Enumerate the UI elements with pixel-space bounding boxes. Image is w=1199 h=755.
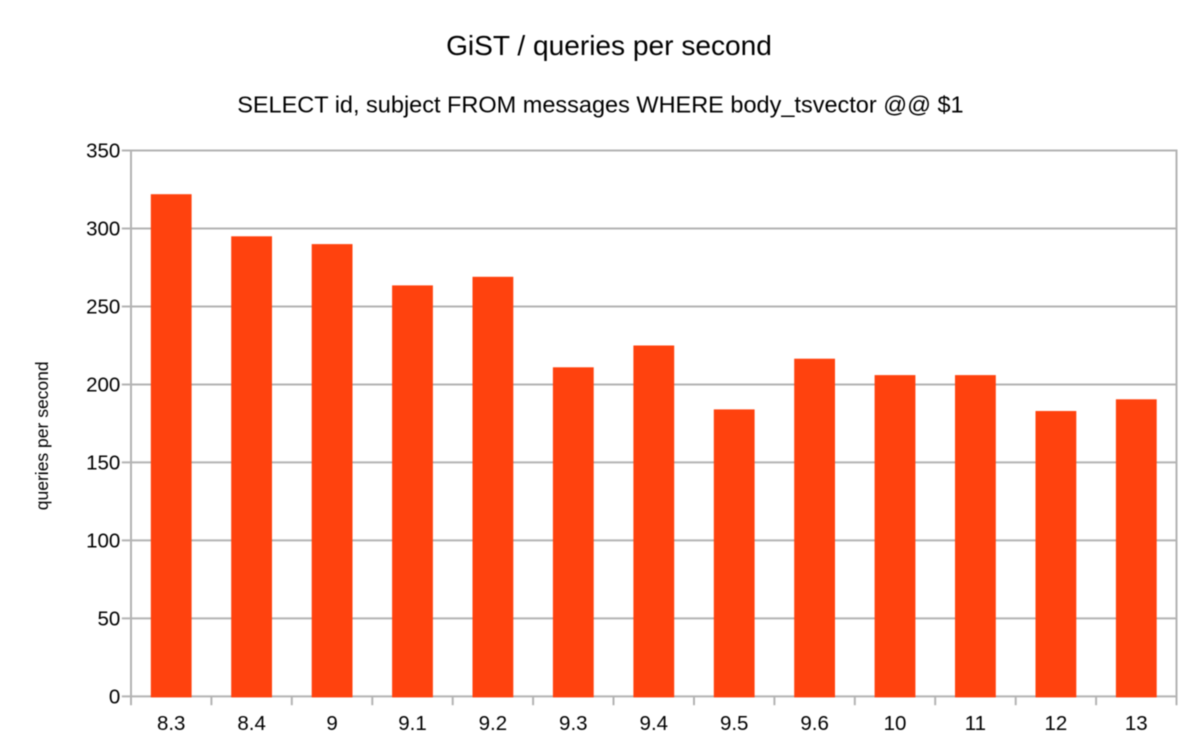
svg-text:SELECT id, subject FROM messag: SELECT id, subject FROM messages WHERE b… — [237, 92, 963, 118]
svg-text:8.3: 8.3 — [157, 712, 186, 735]
svg-text:350: 350 — [86, 140, 120, 163]
svg-text:9.1: 9.1 — [398, 712, 427, 735]
svg-text:queries per second: queries per second — [32, 361, 52, 510]
svg-text:9: 9 — [326, 712, 337, 735]
svg-text:9.3: 9.3 — [559, 712, 588, 735]
svg-text:GiST / queries per second: GiST / queries per second — [446, 30, 772, 61]
svg-text:0: 0 — [109, 686, 120, 709]
svg-text:11: 11 — [965, 712, 986, 735]
svg-text:9.5: 9.5 — [720, 712, 749, 735]
svg-text:10: 10 — [884, 712, 907, 735]
svg-text:12: 12 — [1044, 712, 1067, 735]
svg-text:8.4: 8.4 — [237, 712, 266, 735]
svg-text:9.2: 9.2 — [479, 712, 508, 735]
svg-text:250: 250 — [86, 296, 120, 319]
svg-text:150: 150 — [86, 452, 120, 475]
svg-text:300: 300 — [86, 218, 120, 241]
svg-text:50: 50 — [97, 608, 120, 631]
svg-text:100: 100 — [86, 530, 120, 553]
svg-text:9.6: 9.6 — [800, 712, 829, 735]
svg-text:200: 200 — [86, 374, 120, 397]
svg-text:13: 13 — [1125, 712, 1148, 735]
svg-text:9.4: 9.4 — [640, 712, 669, 735]
